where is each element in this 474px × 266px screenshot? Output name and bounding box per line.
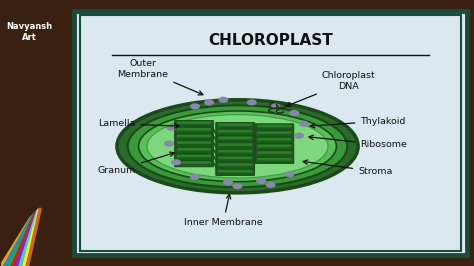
Text: Thylakoid: Thylakoid — [310, 117, 406, 128]
FancyBboxPatch shape — [255, 124, 294, 130]
FancyBboxPatch shape — [218, 150, 252, 153]
FancyBboxPatch shape — [257, 145, 292, 147]
FancyBboxPatch shape — [177, 135, 211, 137]
FancyBboxPatch shape — [216, 143, 255, 149]
Circle shape — [164, 141, 173, 146]
FancyBboxPatch shape — [218, 163, 252, 166]
FancyBboxPatch shape — [218, 156, 252, 159]
Circle shape — [191, 104, 199, 109]
Text: Granum: Granum — [98, 152, 174, 175]
Circle shape — [257, 178, 265, 183]
Text: Navyansh
Art: Navyansh Art — [6, 22, 53, 41]
FancyBboxPatch shape — [177, 148, 211, 151]
Text: Inner Membrane: Inner Membrane — [184, 194, 263, 227]
FancyBboxPatch shape — [257, 151, 292, 154]
Circle shape — [290, 111, 299, 115]
FancyBboxPatch shape — [174, 140, 213, 147]
FancyBboxPatch shape — [218, 123, 252, 126]
Circle shape — [205, 100, 213, 105]
Ellipse shape — [147, 115, 328, 178]
FancyBboxPatch shape — [174, 134, 213, 140]
FancyBboxPatch shape — [216, 129, 255, 136]
Circle shape — [233, 184, 242, 189]
Ellipse shape — [128, 105, 347, 187]
FancyBboxPatch shape — [257, 158, 292, 160]
FancyBboxPatch shape — [255, 131, 294, 137]
Text: Outer
Membrane: Outer Membrane — [118, 60, 203, 95]
FancyBboxPatch shape — [174, 154, 213, 160]
Text: Lamella: Lamella — [98, 119, 179, 128]
FancyBboxPatch shape — [177, 161, 211, 164]
Circle shape — [295, 133, 303, 138]
Circle shape — [224, 180, 232, 185]
FancyBboxPatch shape — [74, 11, 467, 255]
FancyBboxPatch shape — [177, 141, 211, 144]
Text: CHLOROPLAST: CHLOROPLAST — [208, 32, 333, 48]
FancyBboxPatch shape — [257, 131, 292, 134]
FancyBboxPatch shape — [216, 169, 255, 176]
FancyBboxPatch shape — [218, 137, 252, 139]
FancyBboxPatch shape — [177, 155, 211, 157]
FancyBboxPatch shape — [218, 130, 252, 133]
FancyBboxPatch shape — [218, 143, 252, 146]
FancyBboxPatch shape — [177, 128, 211, 131]
Text: Chloroplast
DNA: Chloroplast DNA — [286, 72, 375, 107]
Ellipse shape — [117, 100, 358, 193]
Circle shape — [271, 104, 280, 109]
FancyBboxPatch shape — [216, 156, 255, 162]
Text: Stroma: Stroma — [303, 160, 392, 176]
FancyBboxPatch shape — [174, 160, 213, 167]
Circle shape — [191, 174, 199, 179]
FancyBboxPatch shape — [216, 136, 255, 142]
FancyBboxPatch shape — [174, 127, 213, 134]
FancyBboxPatch shape — [216, 122, 255, 129]
Circle shape — [172, 160, 180, 165]
Circle shape — [285, 172, 294, 177]
FancyBboxPatch shape — [174, 120, 213, 127]
FancyBboxPatch shape — [257, 138, 292, 140]
Text: Ribosome: Ribosome — [309, 135, 407, 149]
FancyBboxPatch shape — [255, 151, 294, 157]
Circle shape — [300, 121, 308, 126]
Ellipse shape — [138, 111, 337, 182]
Circle shape — [219, 97, 228, 102]
Circle shape — [266, 182, 275, 187]
FancyBboxPatch shape — [216, 162, 255, 169]
FancyBboxPatch shape — [255, 157, 294, 163]
Circle shape — [167, 125, 175, 130]
FancyBboxPatch shape — [177, 121, 211, 124]
FancyBboxPatch shape — [174, 147, 213, 153]
FancyBboxPatch shape — [255, 144, 294, 150]
Circle shape — [247, 100, 256, 105]
FancyBboxPatch shape — [255, 137, 294, 144]
FancyBboxPatch shape — [257, 124, 292, 127]
FancyBboxPatch shape — [218, 170, 252, 173]
FancyBboxPatch shape — [216, 149, 255, 155]
